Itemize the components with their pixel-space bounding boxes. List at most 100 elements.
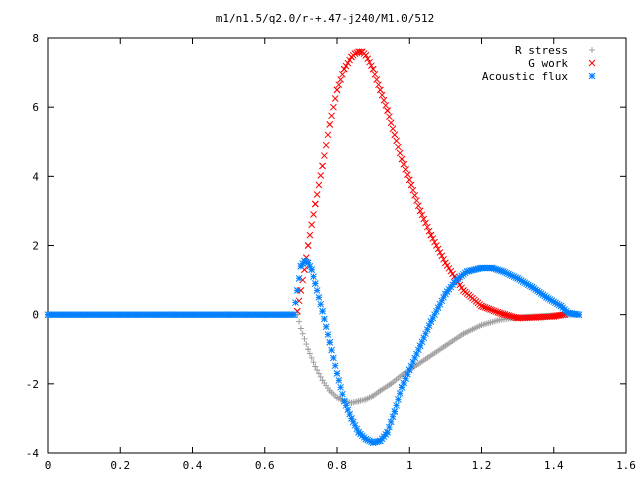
series-marker xyxy=(331,95,339,102)
series-marker xyxy=(324,131,332,139)
series-marker xyxy=(427,231,435,239)
series-marker xyxy=(543,294,550,301)
series-marker xyxy=(431,238,438,246)
series-marker xyxy=(376,86,384,94)
series-marker xyxy=(487,306,494,313)
series-marker xyxy=(386,113,393,121)
legend-marker xyxy=(589,47,595,53)
x-tick-label: 1.6 xyxy=(616,459,636,472)
series-marker xyxy=(330,354,337,362)
x-tick-label: 0 xyxy=(45,459,52,472)
series-marker xyxy=(423,223,431,231)
series-marker xyxy=(306,350,313,357)
series-marker xyxy=(312,363,319,370)
series-marker xyxy=(321,152,328,159)
series-marker xyxy=(310,211,317,218)
series-marker xyxy=(481,304,489,311)
legend-marker xyxy=(588,59,596,67)
series-marker xyxy=(373,76,381,83)
series-marker xyxy=(319,307,326,315)
series-marker xyxy=(330,103,337,111)
series-marker xyxy=(299,330,306,337)
series-marker xyxy=(414,202,422,210)
series-marker xyxy=(369,65,377,73)
series-marker xyxy=(389,125,397,133)
series-marker xyxy=(306,231,314,239)
series-marker xyxy=(351,50,359,57)
series-marker xyxy=(409,186,417,194)
series-marker xyxy=(290,311,298,319)
y-tick-label: 4 xyxy=(32,170,39,183)
series-marker xyxy=(311,200,319,208)
series-marker xyxy=(407,181,415,189)
series-marker xyxy=(313,287,321,294)
series-marker xyxy=(344,59,352,67)
y-tick-label: 6 xyxy=(32,101,39,114)
series-marker xyxy=(393,137,400,145)
series-marker xyxy=(494,308,502,316)
series-marker xyxy=(400,160,408,168)
legend-label: G work xyxy=(528,57,568,70)
series-marker xyxy=(413,197,420,204)
series-marker xyxy=(367,62,375,70)
axis-ticks: 0 0.2 0.4 0.6 0.8 1 1.2 1.4 1.6 -4 -2 0 2 4 6 8 xyxy=(26,32,636,472)
series-marker xyxy=(293,287,301,294)
series-marker xyxy=(436,249,444,256)
series-marker xyxy=(575,311,583,319)
x-tick-label: 1.4 xyxy=(544,459,564,472)
series-marker xyxy=(331,362,339,370)
series-marker xyxy=(308,354,315,361)
series-marker xyxy=(308,221,316,229)
series-marker xyxy=(317,300,325,308)
series-marker xyxy=(324,331,332,338)
series-marker xyxy=(310,273,317,280)
series-marker xyxy=(322,323,330,331)
series-marker xyxy=(339,390,346,398)
series-marker xyxy=(337,76,344,83)
series-marker xyxy=(315,181,323,189)
series-marker xyxy=(337,383,344,391)
series-marker xyxy=(425,227,433,235)
series-marker xyxy=(402,166,409,173)
series-marker xyxy=(386,423,393,431)
x-tick-label: 0.6 xyxy=(255,459,275,472)
series-marker xyxy=(321,315,328,323)
series-marker xyxy=(364,55,372,63)
y-tick-label: -4 xyxy=(26,447,40,460)
series-marker xyxy=(301,335,308,342)
series-marker xyxy=(382,102,390,109)
series-marker xyxy=(326,338,334,346)
x-tick-label: 0.2 xyxy=(110,459,130,472)
series-marker xyxy=(342,62,350,70)
series-marker xyxy=(326,121,334,128)
series-marker xyxy=(434,245,442,253)
series-marker xyxy=(416,207,424,215)
series-marker xyxy=(305,346,312,353)
series-marker xyxy=(492,308,500,315)
series-marker xyxy=(488,306,496,314)
series-marker xyxy=(335,81,343,89)
series-marker xyxy=(335,377,343,384)
series-marker xyxy=(389,413,397,421)
series-marker xyxy=(303,341,310,348)
series-marker xyxy=(432,242,440,249)
series-marker xyxy=(315,370,322,377)
series-marker xyxy=(315,294,323,301)
series-marker xyxy=(346,56,353,64)
series-marker xyxy=(378,91,386,99)
series-marker xyxy=(396,389,404,397)
series-marker xyxy=(422,219,429,227)
series-marker xyxy=(304,242,312,249)
series-marker xyxy=(490,307,498,315)
series-marker xyxy=(357,48,364,56)
series-marker xyxy=(387,119,395,127)
series-marker xyxy=(479,303,487,311)
x-tick-label: 1.2 xyxy=(472,459,492,472)
series-marker xyxy=(396,149,404,157)
series-marker xyxy=(340,65,348,73)
series-marker xyxy=(478,302,485,310)
y-tick-label: 0 xyxy=(32,309,39,322)
series-layer xyxy=(44,48,583,446)
series-marker xyxy=(420,215,428,223)
series-marker xyxy=(404,171,411,178)
